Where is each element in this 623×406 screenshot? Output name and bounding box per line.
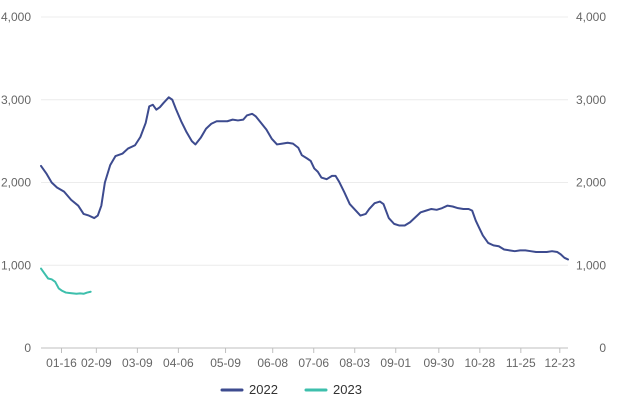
right-y-axis: 0 1,000 2,000 3,000 4,000 xyxy=(576,10,606,355)
y-tick-label-right: 3,000 xyxy=(576,93,606,107)
x-tick-label: 08-03 xyxy=(339,356,370,370)
y-tick-label-left: 1,000 xyxy=(1,258,31,272)
x-tick-label: 11-25 xyxy=(506,356,536,370)
x-tick-label: 06-08 xyxy=(257,356,288,370)
gridlines xyxy=(41,16,568,349)
y-tick-label-left: 4,000 xyxy=(1,10,31,24)
y-tick-label-right: 1,000 xyxy=(576,258,606,272)
x-tick-label: 03-09 xyxy=(122,356,153,370)
x-tick-label: 05-09 xyxy=(210,356,241,370)
legend[interactable]: 2022 2023 xyxy=(220,382,362,397)
y-tick-label-right: 0 xyxy=(599,341,606,355)
series-line-2022 xyxy=(40,96,569,261)
y-tick-label-right: 4,000 xyxy=(576,10,606,24)
series-lines xyxy=(40,96,569,295)
x-tick-label: 09-01 xyxy=(380,356,411,370)
x-tick-label: 12-23 xyxy=(544,356,575,370)
x-tick-label: 10-28 xyxy=(464,356,495,370)
y-tick-label-left: 3,000 xyxy=(1,93,31,107)
left-y-axis: 0 1,000 2,000 3,000 4,000 xyxy=(1,10,31,355)
x-tick-label: 02-09 xyxy=(81,356,112,370)
legend-item-2022[interactable]: 2022 xyxy=(220,382,278,397)
y-tick-label-left: 2,000 xyxy=(1,176,31,190)
legend-item-2023[interactable]: 2023 xyxy=(304,382,362,397)
series-line-2023 xyxy=(40,267,92,295)
x-tick-label: 07-06 xyxy=(298,356,329,370)
y-tick-label-left: 0 xyxy=(24,341,31,355)
x-tick-label: 09-30 xyxy=(423,356,454,370)
x-tick-label: 04-06 xyxy=(163,356,194,370)
y-tick-label-right: 2,000 xyxy=(576,176,606,190)
x-tick-label: 01-16 xyxy=(46,356,77,370)
legend-label: 2022 xyxy=(249,382,278,397)
x-axis: 01-16 02-09 03-09 04-06 05-09 06-08 07-06 08-03… xyxy=(46,348,575,370)
legend-label: 2023 xyxy=(333,382,362,397)
